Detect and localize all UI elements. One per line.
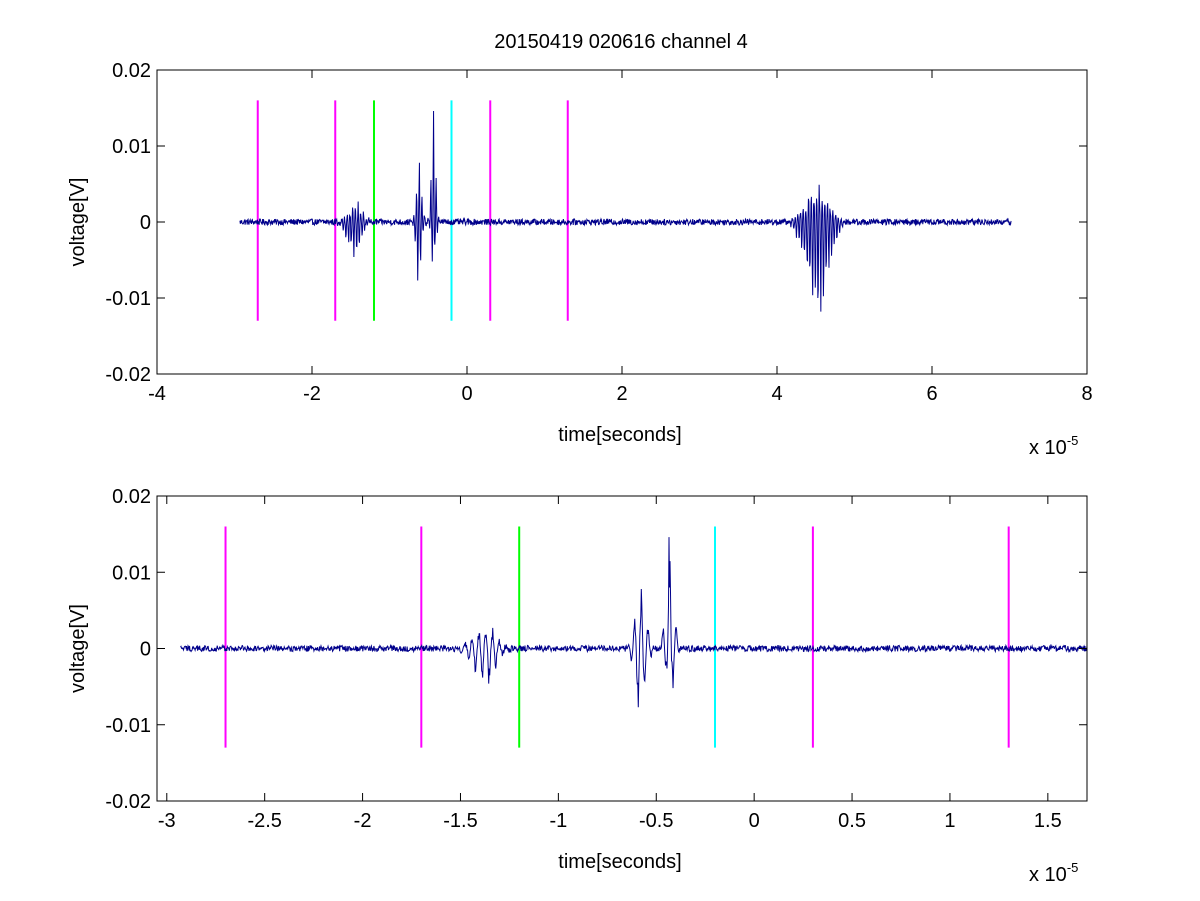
top-x-multiplier-exponent: -5	[1067, 433, 1079, 448]
bottom-y-tick-label: 0	[140, 639, 151, 661]
bottom-y-axis: -0.02 -0.01 0 0.01 0.02	[105, 486, 1087, 813]
bottom-panel: -3 -2.5 -2 -1.5 -1 -0.5 0 0.5 1 1.5 -0.02 -0.01 0 0.…	[67, 486, 1088, 886]
bottom-y-tick-label: -0.01	[105, 715, 151, 737]
bottom-event-markers	[224, 526, 1010, 748]
top-y-tick-label: 0.01	[112, 136, 151, 158]
bottom-x-axis: -3 -2.5 -2 -1.5 -1 -0.5 0 0.5 1 1.5	[158, 496, 1062, 832]
bottom-x-tick-label: -3	[158, 810, 176, 832]
bottom-x-multiplier-base: x 10	[1029, 864, 1067, 886]
top-x-tick-label: -4	[148, 383, 166, 405]
top-x-axis-multiplier: x 10-5	[1029, 433, 1078, 459]
bottom-x-axis-multiplier: x 10-5	[1029, 860, 1078, 886]
top-y-tick-label: 0	[140, 212, 151, 234]
top-x-multiplier-base: x 10	[1029, 437, 1067, 459]
chart-title: 20150419 020616 channel 4	[494, 31, 748, 53]
top-x-tick-label: -2	[303, 383, 321, 405]
bottom-y-tick-label: 0.01	[112, 562, 151, 584]
bottom-x-tick-label: 0	[749, 810, 760, 832]
bottom-x-axis-label: time[seconds]	[558, 851, 681, 873]
bottom-y-axis-label: voltage[V]	[67, 604, 89, 693]
bottom-signal-trace	[180, 537, 1088, 708]
top-y-tick-label: -0.02	[105, 364, 151, 386]
bottom-x-tick-label: 1.5	[1034, 810, 1062, 832]
top-event-markers	[256, 100, 569, 321]
top-x-axis: -4 -2 0 2 4 6 8	[148, 70, 1093, 405]
top-signal-trace	[239, 111, 1012, 312]
bottom-x-tick-label: -2	[354, 810, 372, 832]
top-y-axis-label: voltage[V]	[67, 178, 89, 267]
top-y-tick-label: -0.01	[105, 288, 151, 310]
bottom-x-multiplier-exponent: -5	[1067, 860, 1079, 875]
bottom-y-tick-label: -0.02	[105, 791, 151, 813]
bottom-x-tick-label: -1	[549, 810, 567, 832]
bottom-x-tick-label: 0.5	[838, 810, 866, 832]
top-x-axis-label: time[seconds]	[558, 424, 681, 446]
bottom-y-tick-label: 0.02	[112, 486, 151, 508]
bottom-x-tick-label: -1.5	[443, 810, 477, 832]
top-x-tick-label: 4	[771, 383, 782, 405]
bottom-x-tick-label: -2.5	[247, 810, 281, 832]
top-y-axis: -0.02 -0.01 0 0.01 0.02	[105, 60, 1087, 386]
top-x-tick-label: 8	[1081, 383, 1092, 405]
top-x-tick-label: 2	[616, 383, 627, 405]
top-x-tick-label: 0	[461, 383, 472, 405]
top-y-tick-label: 0.02	[112, 60, 151, 82]
top-x-tick-label: 6	[926, 383, 937, 405]
bottom-x-tick-label: -0.5	[639, 810, 673, 832]
bottom-x-tick-label: 1	[944, 810, 955, 832]
top-panel: -4 -2 0 2 4 6 8 -0.02 -0.01 0 0.01 0.02 time[secon…	[67, 60, 1093, 459]
